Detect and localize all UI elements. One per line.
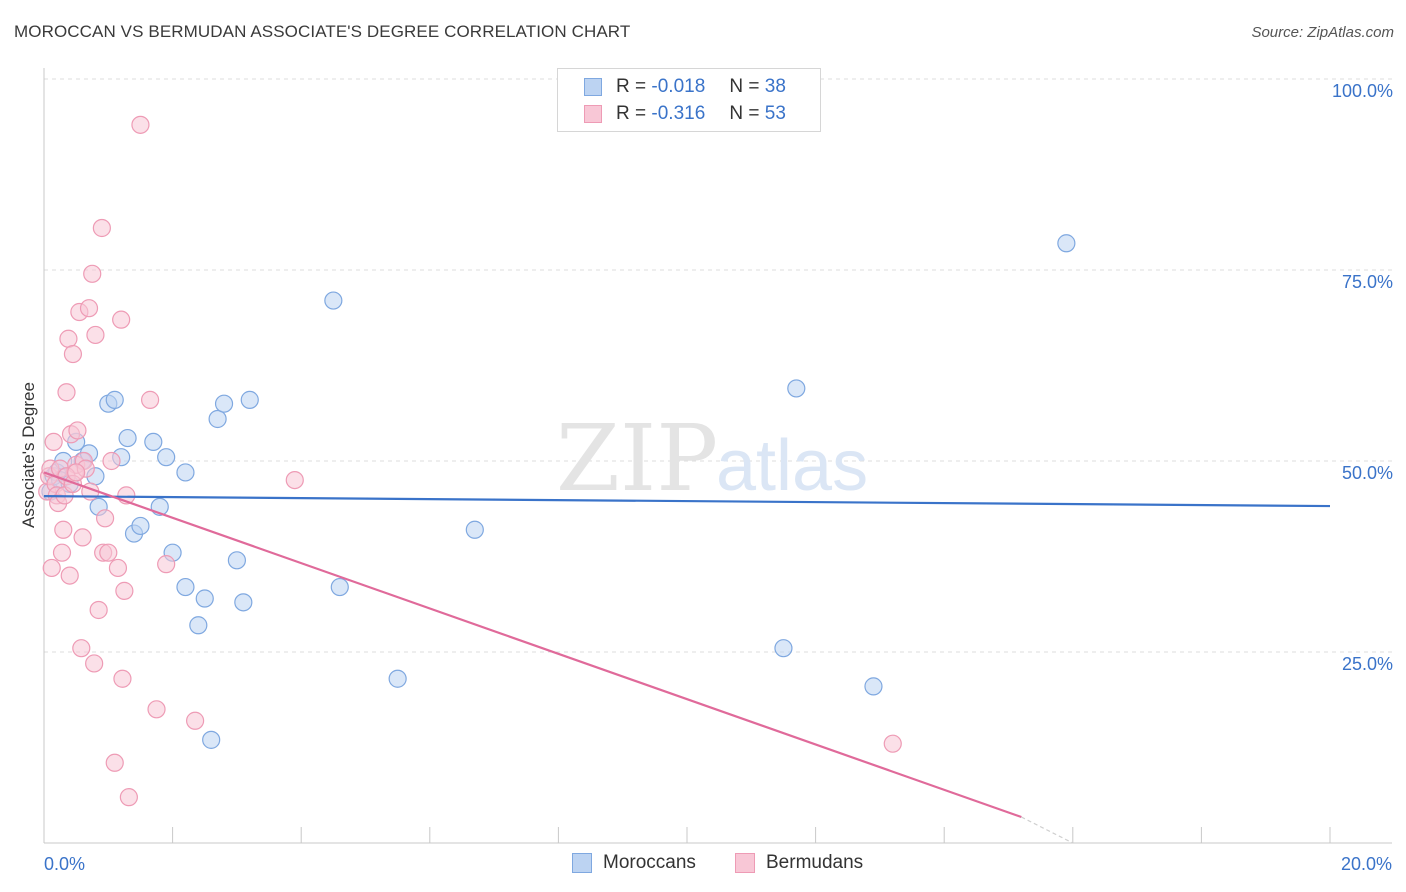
point-bermudans <box>42 558 61 578</box>
trend-line-bermudans <box>43 471 1022 819</box>
point-bermudans <box>63 344 83 364</box>
axes <box>43 68 1392 844</box>
legend-r-label: R = <box>616 103 647 124</box>
point-bermudans <box>113 669 132 688</box>
legend-row-bermudans: R = -0.316 N = 53 <box>584 102 786 126</box>
point-moroccans <box>189 616 208 635</box>
point-bermudans <box>119 788 138 807</box>
point-bermudans <box>44 432 63 451</box>
y-tick-label: 25.0% <box>1342 654 1393 674</box>
legend-n-value: 38 <box>764 76 786 97</box>
legend-r-value: -0.018 <box>651 76 706 97</box>
point-bermudans <box>131 115 150 134</box>
x-tick-label: 0.0% <box>44 854 85 874</box>
watermark-atlas: atlas <box>716 426 868 506</box>
legend-row-moroccans: R = -0.018 N = 38 <box>584 75 786 99</box>
point-moroccans <box>324 291 343 310</box>
point-bermudans <box>105 753 124 772</box>
point-moroccans <box>774 639 793 658</box>
point-bermudans <box>83 264 102 283</box>
source-label: Source: ZipAtlas.com <box>1251 24 1394 41</box>
point-moroccans <box>864 677 883 696</box>
point-moroccans <box>208 409 227 429</box>
tick-labels: 25.0% 50.0% 75.0% 100.0% 0.0% 20.0% <box>44 81 1393 874</box>
point-moroccans <box>227 551 246 570</box>
point-moroccans <box>240 390 259 409</box>
chart-title: MOROCCAN VS BERMUDAN ASSOCIATE'S DEGREE … <box>14 22 631 41</box>
point-bermudans <box>186 711 205 730</box>
trend-line-moroccans <box>43 495 1331 508</box>
y-tick-label: 100.0% <box>1332 81 1393 101</box>
point-bermudans <box>140 390 160 409</box>
point-bermudans <box>115 581 134 600</box>
series-legend: Moroccans Bermudans <box>0 852 1406 876</box>
point-moroccans <box>118 428 137 448</box>
legend-n-value: 53 <box>764 103 786 124</box>
legend-n-label: N = <box>729 76 760 97</box>
point-bermudans <box>108 558 128 578</box>
stats-legend: R = -0.018 N = 38 R = -0.316 N = 53 <box>557 68 821 132</box>
point-bermudans <box>79 299 99 318</box>
point-moroccans <box>465 520 484 539</box>
grid-lines <box>44 78 1392 653</box>
point-bermudans <box>147 700 166 719</box>
point-moroccans <box>787 379 806 398</box>
point-bermudans <box>95 509 115 528</box>
point-moroccans <box>388 669 407 688</box>
legend-item-bermudans: Bermudans <box>735 852 863 874</box>
point-bermudans <box>60 566 79 585</box>
y-axis-label: Associate's Degree <box>19 382 38 528</box>
point-bermudans <box>68 421 87 440</box>
legend-swatch-moroccans <box>584 78 602 96</box>
point-moroccans <box>176 577 195 597</box>
point-moroccans <box>330 577 349 597</box>
point-moroccans <box>131 516 150 536</box>
point-moroccans <box>214 394 234 413</box>
trend-lines <box>43 471 1331 844</box>
point-moroccans <box>195 589 214 608</box>
point-bermudans <box>52 543 72 562</box>
y-tick-label: 50.0% <box>1342 463 1393 483</box>
point-moroccans <box>1057 234 1076 253</box>
point-bermudans <box>92 218 111 238</box>
point-bermudans <box>89 600 108 620</box>
watermark-zip: ZIP <box>556 405 718 512</box>
point-bermudans <box>59 329 78 348</box>
watermark: ZIP atlas <box>556 405 868 512</box>
point-bermudans <box>73 528 92 547</box>
point-moroccans <box>144 432 163 451</box>
point-bermudans <box>883 734 902 753</box>
legend-item-moroccans: Moroccans <box>572 852 696 874</box>
point-bermudans <box>102 451 121 471</box>
point-bermudans <box>99 543 118 562</box>
point-bermudans <box>86 325 105 345</box>
point-moroccans <box>157 448 176 467</box>
data-points <box>38 115 1076 807</box>
point-bermudans <box>157 555 176 574</box>
legend-swatch-bermudans <box>584 105 602 123</box>
point-bermudans <box>85 654 104 673</box>
legend-swatch-moroccans <box>572 853 592 873</box>
point-bermudans <box>57 383 76 402</box>
point-moroccans <box>234 593 253 612</box>
point-bermudans <box>72 639 91 658</box>
legend-r-label: R = <box>616 76 647 97</box>
legend-label-bermudans: Bermudans <box>766 852 864 873</box>
x-tick-label: 20.0% <box>1341 854 1392 874</box>
point-moroccans <box>176 463 195 482</box>
y-tick-label: 75.0% <box>1342 272 1393 292</box>
point-moroccans <box>202 730 221 749</box>
legend-n-label: N = <box>729 103 760 124</box>
legend-swatch-bermudans <box>735 853 755 873</box>
point-bermudans <box>67 463 86 482</box>
trend-extension-bermudans <box>1021 816 1074 844</box>
point-bermudans <box>112 310 131 329</box>
point-bermudans <box>54 520 73 539</box>
point-moroccans <box>105 390 124 409</box>
point-bermudans <box>285 471 304 490</box>
legend-r-value: -0.316 <box>651 103 706 124</box>
legend-label-moroccans: Moroccans <box>603 852 696 873</box>
